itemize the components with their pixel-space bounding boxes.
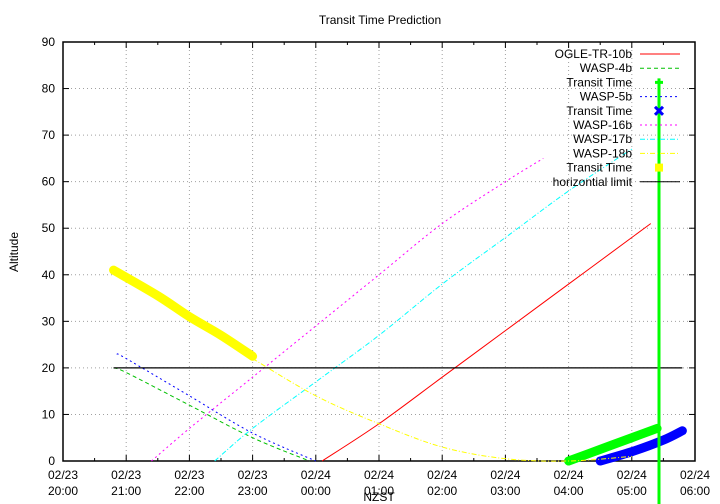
y-tick-label: 90	[42, 35, 56, 49]
legend-marker-square-icon	[655, 163, 663, 172]
x-tick-label-date: 02/23	[238, 468, 268, 482]
x-tick-label-date: 02/24	[364, 468, 394, 482]
x-tick-label-date: 02/24	[680, 468, 710, 482]
x-tick-label-time: 06:00	[680, 484, 710, 498]
y-axis-label: Altitude	[7, 232, 21, 272]
x-tick-label-date: 02/24	[301, 468, 331, 482]
y-tick-label: 40	[42, 268, 56, 282]
x-axis-label: NZST	[363, 490, 395, 504]
series-wasp-5b	[116, 353, 317, 462]
series-wasp-16b	[151, 157, 544, 462]
x-tick-label-time: 04:00	[554, 484, 584, 498]
y-tick-label: 80	[42, 82, 56, 96]
series-wasp-17b	[214, 148, 633, 462]
legend-label: Transit Time	[566, 161, 632, 175]
legend-marker-x-icon	[653, 105, 665, 116]
x-tick-label-time: 03:00	[490, 484, 520, 498]
series-wasp-4b	[113, 367, 310, 462]
y-tick-label: 20	[42, 361, 56, 375]
series-layer	[109, 148, 687, 466]
x-tick-label-time: 05:00	[617, 484, 647, 498]
x-tick-label-time: 20:00	[48, 484, 78, 498]
x-tick-label-date: 02/23	[48, 468, 78, 482]
legend-label: WASP-4b	[580, 61, 633, 75]
x-tick-label-time: 02:00	[427, 484, 457, 498]
axes: 0 10 20 30 40 50 60 70 80 90 02/23 20:00 02/23 21:00 0…	[42, 35, 711, 498]
x-tick-label-date: 02/24	[554, 468, 584, 482]
y-tick-label: 0	[48, 454, 55, 468]
legend-label: horizontial limit	[553, 175, 633, 189]
y-tick-label: 70	[42, 128, 56, 142]
series-wasp-18b	[252, 358, 632, 462]
x-tick-label-time: 01:00	[364, 484, 394, 498]
chart-title: Transit Time Prediction	[319, 13, 441, 27]
legend-label: WASP-16b	[573, 118, 632, 132]
x-tick-label-time: 21:00	[111, 484, 141, 498]
legend-label: Transit Time	[566, 104, 632, 118]
legend-label: WASP-5b	[580, 90, 633, 104]
y-tick-label: 50	[42, 221, 56, 235]
legend-label: WASP-18b	[573, 146, 632, 160]
series-transit-time	[109, 265, 258, 361]
x-tick-label-date: 02/24	[617, 468, 647, 482]
y-tick-label: 60	[42, 175, 56, 189]
legend-label: WASP-17b	[573, 132, 632, 146]
x-tick-label-date: 02/23	[174, 468, 204, 482]
series-ogle-tr-10b	[321, 223, 652, 462]
x-tick-label-date: 02/23	[111, 468, 141, 482]
y-tick-label: 10	[42, 407, 56, 421]
y-tick-label: 30	[42, 314, 56, 328]
series-transit-time	[564, 423, 662, 466]
legend-marker-plus-icon	[655, 78, 663, 504]
legend-label: Transit Time	[566, 75, 632, 89]
x-tick-label-time: 00:00	[301, 484, 331, 498]
x-tick-label-date: 02/24	[427, 468, 457, 482]
legend-label: OGLE-TR-10b	[555, 47, 633, 61]
series-transit-time	[595, 426, 687, 466]
x-tick-label-time: 22:00	[174, 484, 204, 498]
x-tick-label-time: 23:00	[238, 484, 268, 498]
x-tick-label-date: 02/24	[490, 468, 520, 482]
